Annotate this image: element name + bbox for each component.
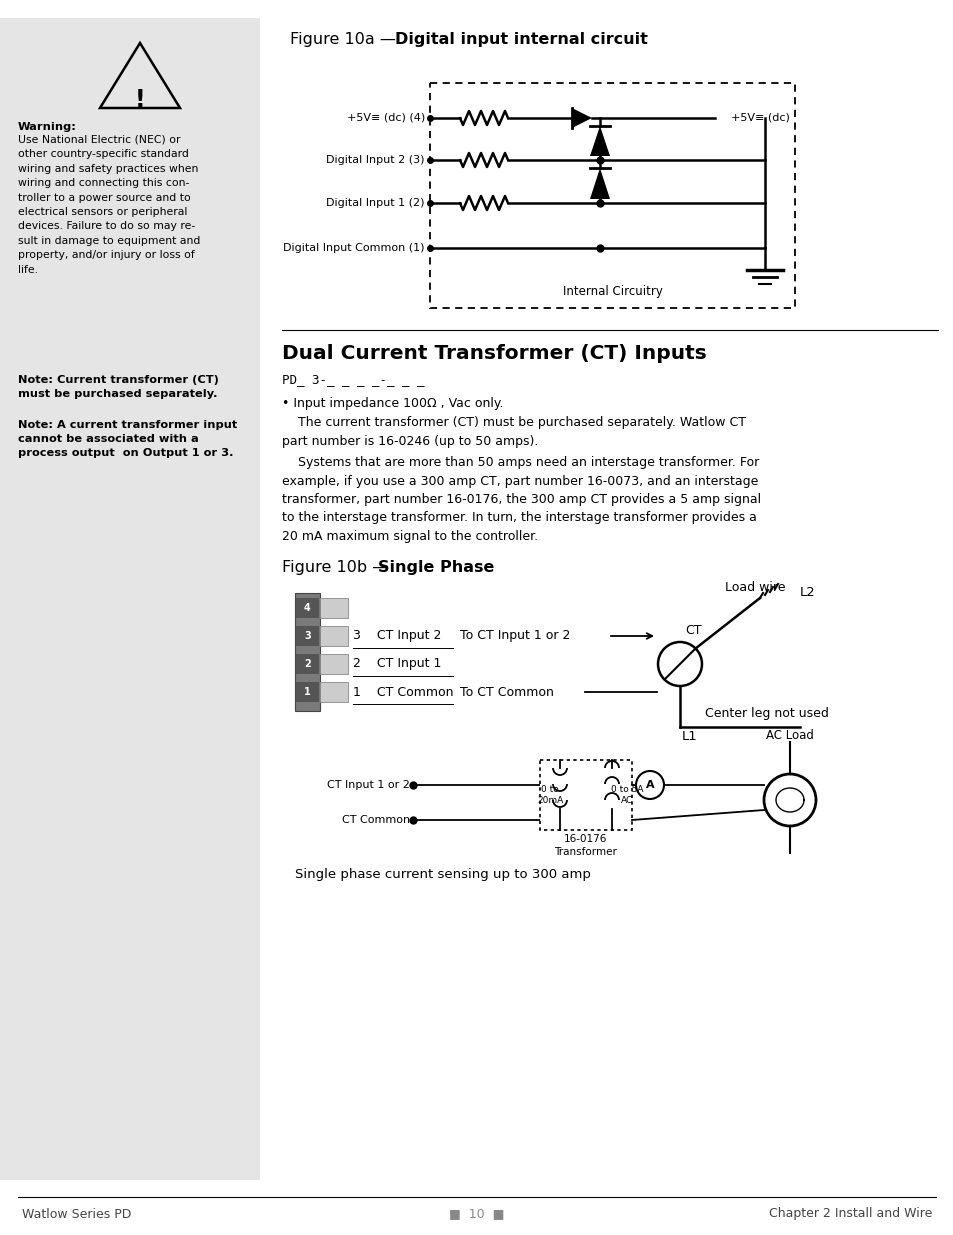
Bar <box>319 682 348 701</box>
Bar <box>295 626 318 646</box>
Text: Single phase current sensing up to 300 amp: Single phase current sensing up to 300 a… <box>294 868 590 881</box>
Text: Chapter 2 Install and Wire: Chapter 2 Install and Wire <box>768 1208 931 1220</box>
Text: Note: Current transformer (CT)
must be purchased separately.: Note: Current transformer (CT) must be p… <box>18 375 218 399</box>
Text: Dual Current Transformer (CT) Inputs: Dual Current Transformer (CT) Inputs <box>282 345 706 363</box>
Text: 0 to 5A
AC: 0 to 5A AC <box>610 785 642 805</box>
Text: L2: L2 <box>800 585 815 599</box>
Bar <box>319 598 348 618</box>
Text: • Input impedance 100Ω , Vac only.: • Input impedance 100Ω , Vac only. <box>282 396 503 410</box>
Text: Figure 10b —: Figure 10b — <box>282 559 393 576</box>
Text: CT: CT <box>684 624 700 637</box>
Text: The current transformer (CT) must be purchased separately. Watlow CT
part number: The current transformer (CT) must be pur… <box>282 416 745 447</box>
Text: Digital input internal circuit: Digital input internal circuit <box>395 32 647 47</box>
Text: 4: 4 <box>304 603 311 613</box>
Text: L1: L1 <box>681 730 697 743</box>
Text: Systems that are more than 50 amps need an interstage transformer. For
example, : Systems that are more than 50 amps need … <box>282 456 760 543</box>
Text: Warning:: Warning: <box>18 122 77 132</box>
Text: +5V≡ (dc): +5V≡ (dc) <box>730 112 789 124</box>
Text: Digital Input 2 (3): Digital Input 2 (3) <box>326 156 424 165</box>
Text: To CT Input 1 or 2: To CT Input 1 or 2 <box>459 630 570 642</box>
Text: To CT Common: To CT Common <box>459 685 554 699</box>
Text: Digital Input Common (1): Digital Input Common (1) <box>283 243 424 253</box>
Polygon shape <box>572 107 592 128</box>
Text: CT Input 1 or 2: CT Input 1 or 2 <box>327 781 410 790</box>
Bar <box>539 760 631 830</box>
Text: Figure 10a —: Figure 10a — <box>290 32 400 47</box>
Text: 3    CT Input 2: 3 CT Input 2 <box>353 630 441 642</box>
Bar <box>295 682 318 701</box>
Text: !: ! <box>134 88 145 112</box>
Bar <box>295 598 318 618</box>
Text: 2    CT Input 1: 2 CT Input 1 <box>353 657 441 671</box>
Text: Load wire: Load wire <box>724 580 784 594</box>
Text: 1    CT Common: 1 CT Common <box>353 685 453 699</box>
Text: Center leg not used: Center leg not used <box>704 706 828 720</box>
Text: ■  10  ■: ■ 10 ■ <box>449 1208 504 1220</box>
Text: Internal Circuitry: Internal Circuitry <box>562 285 661 298</box>
Bar <box>430 83 794 308</box>
Bar <box>0 19 260 1179</box>
Polygon shape <box>589 168 609 199</box>
Bar <box>319 626 348 646</box>
Text: 0 to
20mA: 0 to 20mA <box>537 785 562 805</box>
Text: CT Common: CT Common <box>341 815 410 825</box>
Bar <box>319 655 348 674</box>
Text: PD_ 3-_ _ _ _-_ _ _: PD_ 3-_ _ _ _-_ _ _ <box>282 373 424 387</box>
Text: +5V≡ (dc) (4): +5V≡ (dc) (4) <box>346 112 424 124</box>
Text: 1: 1 <box>304 687 311 697</box>
Text: Digital Input 1 (2): Digital Input 1 (2) <box>326 198 424 207</box>
Text: A: A <box>645 781 654 790</box>
Text: Single Phase: Single Phase <box>377 559 494 576</box>
Bar <box>294 593 319 711</box>
Bar <box>295 655 318 674</box>
Text: 2: 2 <box>304 659 311 669</box>
Text: Use National Electric (NEC) or
other country-specific standard
wiring and safety: Use National Electric (NEC) or other cou… <box>18 135 200 274</box>
Polygon shape <box>589 126 609 156</box>
Text: Watlow Series PD: Watlow Series PD <box>22 1208 132 1220</box>
Text: Note: A current transformer input
cannot be associated with a
process output  on: Note: A current transformer input cannot… <box>18 420 237 458</box>
Text: 3: 3 <box>304 631 311 641</box>
Text: 16-0176
Transformer: 16-0176 Transformer <box>554 834 617 857</box>
Text: AC Load: AC Load <box>765 729 813 742</box>
